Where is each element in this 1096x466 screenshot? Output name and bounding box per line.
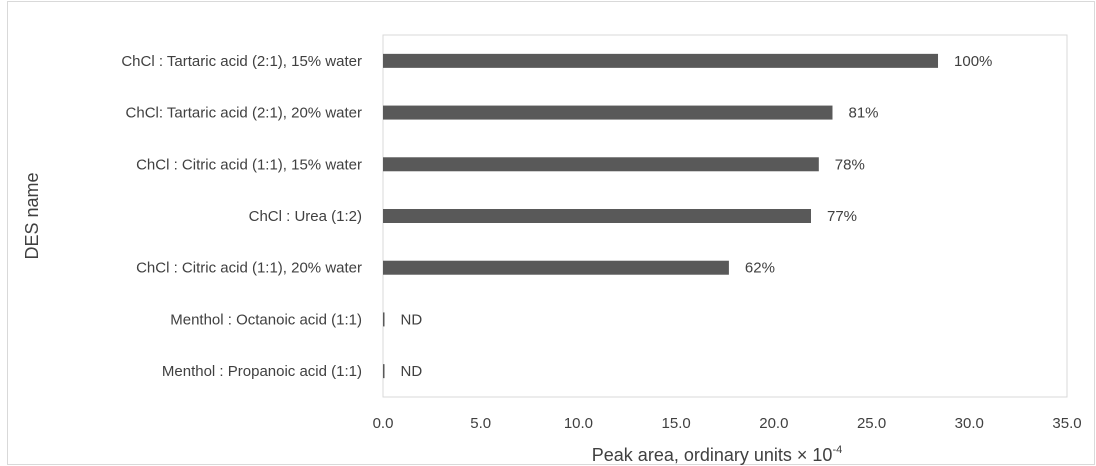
category-label: Menthol : Octanoic acid (1:1) bbox=[170, 311, 362, 328]
data-label: ND bbox=[401, 363, 423, 380]
category-label: Menthol : Propanoic acid (1:1) bbox=[162, 363, 362, 380]
category-label: ChCl : Citric acid (1:1), 15% water bbox=[136, 156, 362, 173]
x-tick-label: 0.0 bbox=[373, 415, 394, 432]
x-tick-label: 10.0 bbox=[564, 415, 593, 432]
x-tick-label: 15.0 bbox=[662, 415, 691, 432]
category-label: ChCl: Tartaric acid (2:1), 20% water bbox=[126, 105, 362, 122]
bar bbox=[383, 53, 939, 68]
x-tick-label: 5.0 bbox=[470, 415, 491, 432]
data-label: 81% bbox=[848, 105, 878, 122]
x-axis-title: Peak area, ordinary units × 10-4 bbox=[592, 444, 842, 465]
data-label: ND bbox=[401, 311, 423, 328]
bar bbox=[383, 105, 833, 120]
category-label: ChCl : Citric acid (1:1), 20% water bbox=[136, 260, 362, 277]
bar bbox=[383, 364, 385, 379]
x-tick-label: 30.0 bbox=[955, 415, 984, 432]
x-axis-title-superscript: -4 bbox=[832, 444, 842, 456]
bar bbox=[383, 209, 811, 223]
x-tick-label: 25.0 bbox=[857, 415, 886, 432]
y-axis-title: DES name bbox=[22, 172, 42, 259]
data-label: 77% bbox=[827, 208, 857, 225]
category-label: ChCl : Tartaric acid (2:1), 15% water bbox=[121, 53, 362, 70]
x-tick-label: 35.0 bbox=[1052, 415, 1081, 432]
data-label: 100% bbox=[954, 53, 992, 70]
bar bbox=[383, 260, 729, 275]
data-label: 62% bbox=[745, 260, 775, 277]
category-label: ChCl : Urea (1:2) bbox=[249, 208, 362, 225]
x-tick-label: 20.0 bbox=[759, 415, 788, 432]
chart-frame bbox=[7, 1, 1095, 465]
bar bbox=[383, 157, 819, 172]
data-label: 78% bbox=[835, 156, 865, 173]
bar bbox=[383, 312, 385, 327]
